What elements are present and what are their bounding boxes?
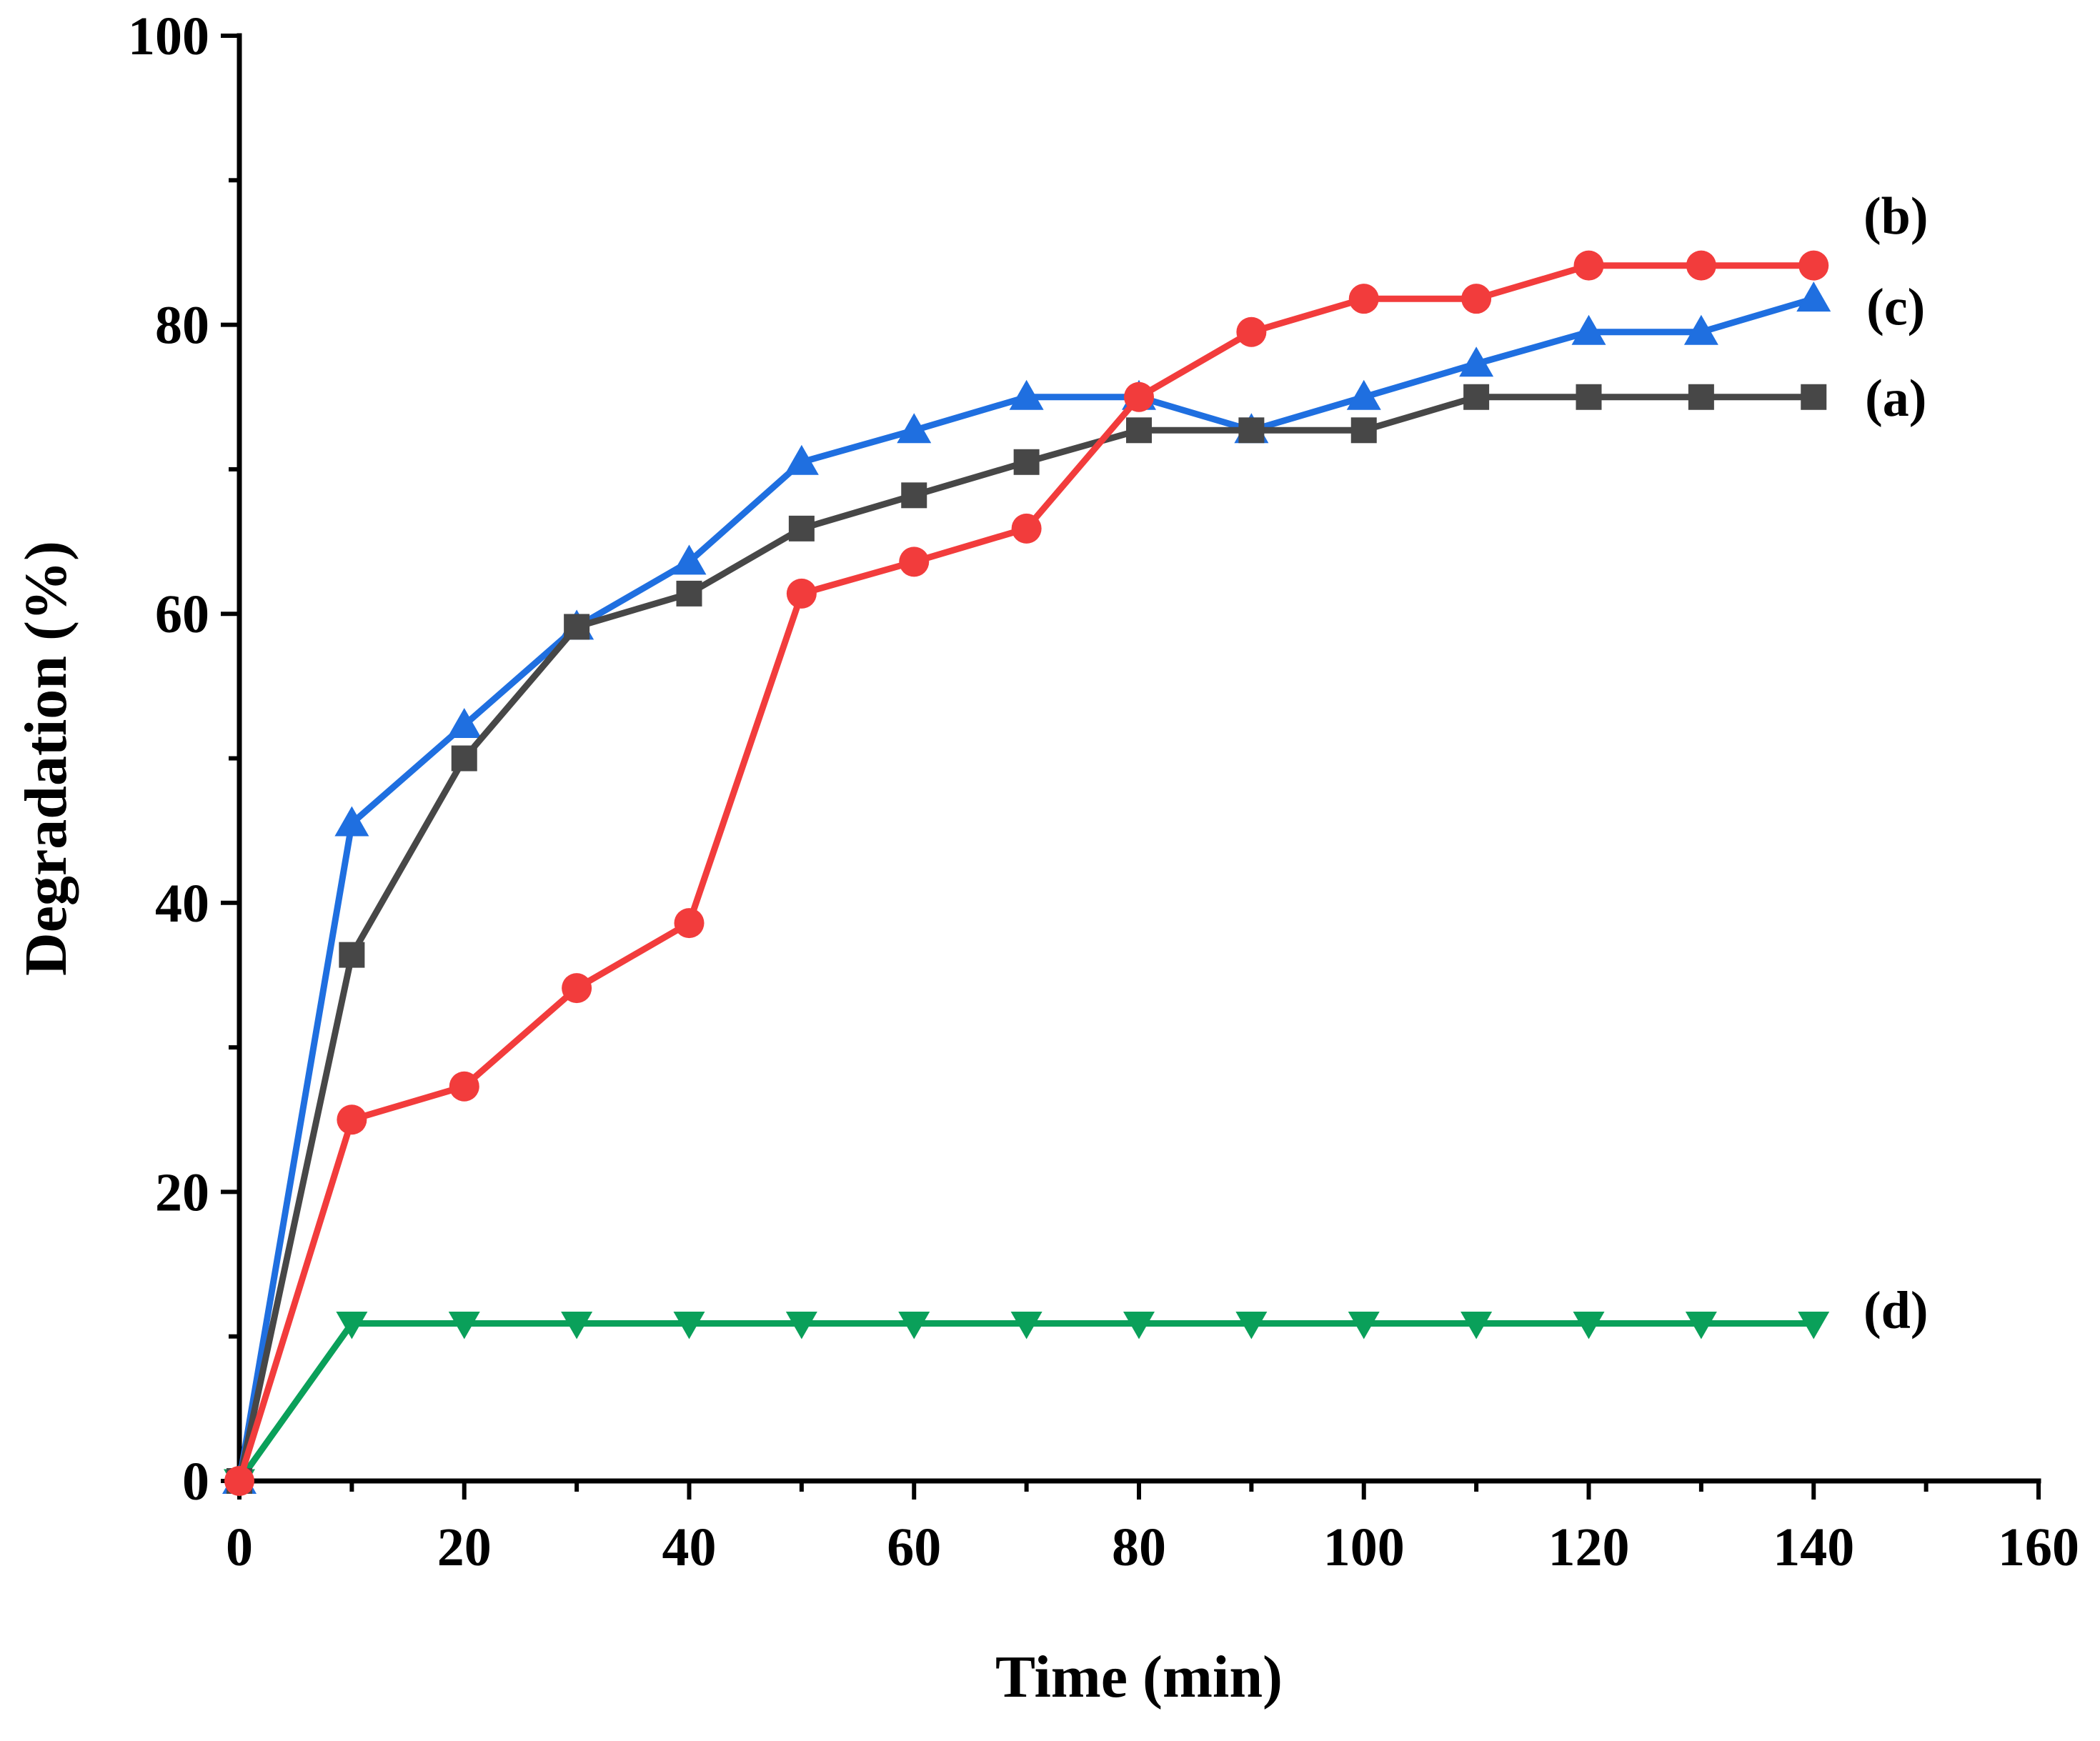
x-tick-label: 120 xyxy=(1548,1517,1630,1577)
series-d-point xyxy=(1573,1311,1605,1340)
series-b-point xyxy=(224,1466,254,1496)
series-a-point xyxy=(676,580,702,607)
series-c-point xyxy=(672,544,707,575)
series-labels: (d) (c) (a) (b) xyxy=(1863,187,1928,1340)
series-a-point xyxy=(339,942,365,968)
series-b-point xyxy=(674,908,705,939)
x-tick-label: 40 xyxy=(662,1517,717,1577)
series-c-point xyxy=(784,444,819,475)
series-a-label: (a) xyxy=(1865,369,1926,428)
series-c-point xyxy=(447,707,482,738)
series-b-point xyxy=(786,578,817,609)
series-d-line xyxy=(236,1320,1817,1485)
series-a-point xyxy=(1576,384,1602,410)
series-c-point xyxy=(1459,346,1494,377)
series-b-point xyxy=(1461,284,1492,314)
series-d-point xyxy=(785,1311,817,1340)
series-d-point xyxy=(1685,1311,1717,1340)
series-a-point xyxy=(1238,417,1265,444)
y-tick-label: 60 xyxy=(155,584,209,644)
series-c-point xyxy=(897,413,932,444)
series-a xyxy=(227,384,1827,1494)
series-b-label: (b) xyxy=(1863,187,1928,246)
series-b xyxy=(224,250,1829,1496)
series-c-point xyxy=(1009,379,1044,410)
series-d-point xyxy=(561,1311,593,1340)
series-d-point xyxy=(448,1311,480,1340)
x-tick-label: 160 xyxy=(1998,1517,2079,1577)
series-a-point xyxy=(1463,384,1490,410)
series-d-label: (d) xyxy=(1863,1281,1928,1340)
series-c-point xyxy=(1571,314,1606,345)
series-a-point xyxy=(1688,384,1714,410)
series-b-point xyxy=(1124,381,1154,412)
y-tick-label: 80 xyxy=(155,296,209,356)
y-ticks: 0 20 40 60 80 100 xyxy=(128,6,239,1512)
series-b-point xyxy=(1011,513,1042,544)
series-b-point xyxy=(449,1071,479,1102)
axes xyxy=(237,33,2041,1484)
series-d-point xyxy=(1010,1311,1042,1340)
series-c-point xyxy=(1796,281,1831,312)
series-c-point xyxy=(334,806,369,837)
x-axis-title: Time (min) xyxy=(995,1644,1283,1710)
series-b-point xyxy=(562,973,592,1004)
y-axis-title: Degradation (%) xyxy=(13,541,79,976)
series-a-point xyxy=(1013,449,1040,475)
x-tick-label: 0 xyxy=(226,1517,253,1577)
series-d-point xyxy=(673,1311,705,1340)
series-d-point xyxy=(336,1311,368,1340)
series-d-point xyxy=(1460,1311,1493,1340)
y-tick-label: 100 xyxy=(128,6,209,66)
series-d-point xyxy=(1798,1311,1830,1340)
series-b-point xyxy=(1236,316,1267,347)
series-b-point xyxy=(337,1104,367,1135)
series-a-point xyxy=(1801,384,1827,410)
series-c-line xyxy=(236,295,1817,1485)
series-d-point xyxy=(1348,1311,1380,1340)
series-b-point xyxy=(1686,250,1716,281)
series-d-point xyxy=(898,1311,930,1340)
series-c-point xyxy=(1346,379,1381,410)
series-b-point xyxy=(1348,284,1379,314)
x-tick-label: 80 xyxy=(1112,1517,1166,1577)
series-b-point xyxy=(899,547,930,577)
series-d-point xyxy=(1123,1311,1155,1340)
series-c-label: (c) xyxy=(1866,278,1925,336)
x-ticks: 0 20 40 60 80 100 120 140 160 xyxy=(226,1481,2079,1577)
series-c-point xyxy=(1683,314,1718,345)
y-tick-label: 40 xyxy=(155,874,209,934)
x-tick-label: 140 xyxy=(1773,1517,1854,1577)
series-d xyxy=(224,1311,1830,1497)
series-a-point xyxy=(901,482,927,509)
series-a-point xyxy=(564,614,590,640)
x-tick-label: 60 xyxy=(887,1517,941,1577)
series-b-point xyxy=(1573,250,1604,281)
series-a-point xyxy=(788,515,815,542)
series-b-point xyxy=(1798,250,1829,281)
series-a-point xyxy=(1126,417,1152,444)
series-a-point xyxy=(1350,417,1377,444)
series-layer xyxy=(222,250,1831,1497)
y-tick-label: 20 xyxy=(155,1162,209,1222)
series-b-line xyxy=(236,262,1817,1485)
series-d-point xyxy=(1235,1311,1268,1340)
x-tick-label: 100 xyxy=(1323,1517,1405,1577)
y-tick-label: 0 xyxy=(182,1452,209,1512)
x-tick-label: 20 xyxy=(437,1517,492,1577)
series-a-point xyxy=(451,745,477,772)
